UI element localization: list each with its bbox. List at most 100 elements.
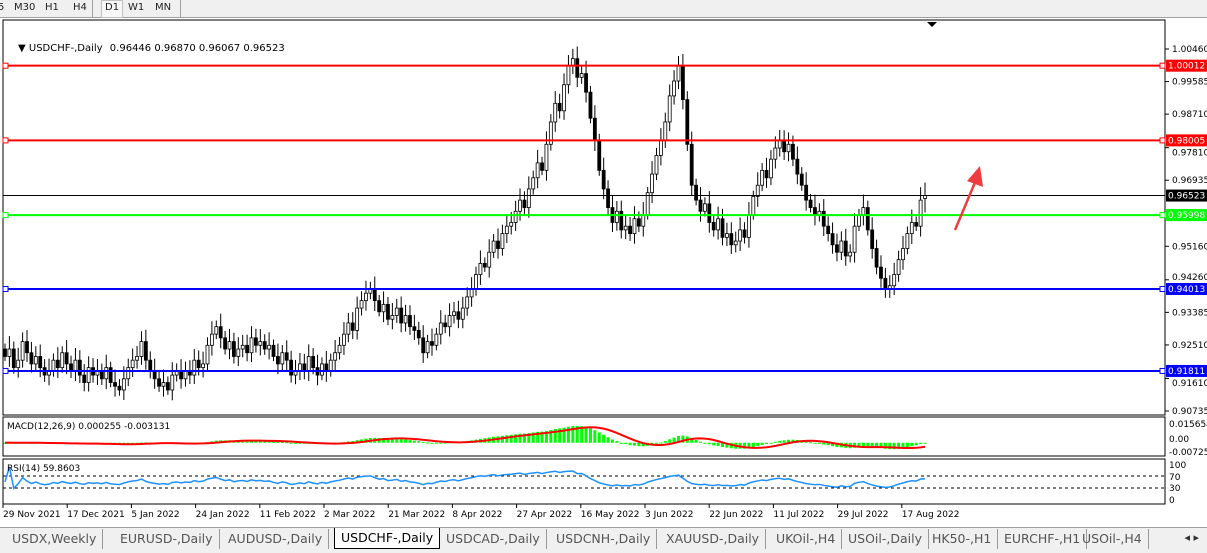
line-handle[interactable] xyxy=(2,212,9,219)
candle xyxy=(3,348,7,357)
macd-histogram-bar xyxy=(831,442,835,447)
macd-histogram-bar xyxy=(813,442,817,444)
chart-tab[interactable]: UKOil-,H4 xyxy=(770,529,843,549)
price-chart[interactable]: 1.00460 0.99585 0.98710 0.97810 0.96935 0.951… xyxy=(0,18,1207,527)
candle xyxy=(430,341,434,346)
macd-histogram-bar xyxy=(434,442,438,444)
candle xyxy=(381,303,386,313)
x-tick-label: 3 Jun 2022 xyxy=(645,510,693,520)
timeframe-D1[interactable]: D1 xyxy=(101,0,124,18)
macd-histogram-bar xyxy=(382,438,386,443)
line-handle[interactable] xyxy=(2,367,9,374)
candle xyxy=(879,266,883,279)
candle xyxy=(513,210,518,223)
collapse-triangle-icon[interactable]: ▼ xyxy=(18,43,26,54)
candle xyxy=(469,289,474,298)
candle xyxy=(773,147,778,160)
chart-tab[interactable]: EURUSD-,Daily xyxy=(114,529,220,549)
macd-histogram-bar xyxy=(822,442,826,445)
chart-title: ▼ USDCHF-,Daily 0.96446 0.96870 0.96067 … xyxy=(18,43,285,54)
macd-histogram-bar xyxy=(606,437,610,443)
candle xyxy=(698,199,703,212)
macd-histogram-bar xyxy=(566,426,570,443)
candle xyxy=(707,203,712,223)
candle xyxy=(729,233,734,246)
chart-window[interactable]: 1.00460 0.99585 0.98710 0.97810 0.96935 0.951… xyxy=(0,18,1207,527)
line-handle[interactable] xyxy=(1159,212,1166,219)
macd-histogram-bar xyxy=(782,440,786,443)
macd-histogram-bar xyxy=(527,433,531,443)
macd-histogram-bar xyxy=(725,442,729,448)
chart-tab[interactable]: AUDUSD-,Daily xyxy=(222,529,330,549)
chart-tab[interactable]: USDCHF-,Daily xyxy=(334,528,441,549)
candle xyxy=(183,370,188,380)
price-label: 1.00012 xyxy=(1168,62,1205,72)
timeframe-W1[interactable]: W1 xyxy=(128,2,145,13)
macd-histogram-bar xyxy=(584,426,588,443)
timeframe-H1[interactable]: H1 xyxy=(45,2,59,13)
macd-histogram-bar xyxy=(386,438,390,443)
macd-histogram-bar xyxy=(285,442,289,444)
line-handle[interactable] xyxy=(1159,367,1166,374)
candle xyxy=(667,95,672,123)
macd-label: MACD(12,26,9) 0.000255 -0.003131 xyxy=(7,422,170,432)
timeframe-MN[interactable]: MN xyxy=(155,2,172,13)
macd-histogram-bar xyxy=(751,442,755,448)
chart-tab[interactable]: USOil-,H4 xyxy=(1076,529,1149,549)
candle xyxy=(262,341,267,350)
chart-tab[interactable]: EURCHF-,H1 xyxy=(998,529,1088,549)
rsi-axis-label: 0 xyxy=(1169,496,1175,506)
candle xyxy=(179,370,183,380)
macd-histogram-bar xyxy=(760,442,764,445)
line-handle[interactable] xyxy=(1159,285,1166,292)
candle xyxy=(456,311,461,320)
candle xyxy=(522,199,527,208)
macd-histogram-bar xyxy=(571,425,575,443)
candle xyxy=(786,143,791,153)
candle xyxy=(694,184,699,201)
candle xyxy=(650,173,654,194)
macd-histogram-bar xyxy=(663,441,667,443)
chart-tab[interactable]: USDCAD-,Daily xyxy=(440,529,547,549)
timeframe-H4[interactable]: H4 xyxy=(73,2,87,13)
candle xyxy=(584,73,588,93)
candle xyxy=(901,248,905,261)
candle xyxy=(760,169,765,186)
chart-tab[interactable]: XAUUSD-,Daily xyxy=(660,529,767,549)
rsi-pane-frame xyxy=(2,458,1166,505)
macd-histogram-bar xyxy=(861,442,865,447)
candle xyxy=(465,296,470,309)
line-handle[interactable] xyxy=(1159,62,1166,69)
chart-tab[interactable]: USOil-,Daily xyxy=(842,529,929,549)
chart-tab[interactable]: HK50-,H1 xyxy=(926,529,999,549)
timeframe-5[interactable]: 5 xyxy=(0,2,5,13)
macd-histogram-bar xyxy=(809,442,813,444)
candle xyxy=(614,210,619,223)
macd-histogram-bar xyxy=(346,441,350,443)
candle xyxy=(769,158,773,179)
macd-histogram-bar xyxy=(769,442,773,444)
candle xyxy=(865,207,870,231)
line-handle[interactable] xyxy=(2,137,9,144)
macd-histogram-bar xyxy=(699,441,703,443)
candle xyxy=(55,359,60,369)
candle xyxy=(20,341,25,361)
candle xyxy=(566,65,571,86)
macd-histogram-bar xyxy=(703,442,707,444)
candle xyxy=(280,352,285,365)
macd-histogram-bar xyxy=(897,442,901,449)
chart-tab[interactable]: USDCNH-,Daily xyxy=(550,529,658,549)
candle xyxy=(711,222,716,231)
y-tick-label: 0.96935 xyxy=(1172,176,1207,186)
line-handle[interactable] xyxy=(1159,137,1166,144)
line-handle[interactable] xyxy=(2,285,9,292)
price-label: 0.94013 xyxy=(1168,285,1205,295)
timeframe-M30[interactable]: M30 xyxy=(14,2,36,13)
line-handle[interactable] xyxy=(2,62,9,69)
macd-histogram-bar xyxy=(514,434,518,443)
price-label: 0.98005 xyxy=(1168,136,1205,146)
macd-histogram-bar xyxy=(443,442,447,444)
chart-tab[interactable]: USDX,Weekly xyxy=(6,529,104,549)
tab-scroll-arrows-icon[interactable]: ◂ ▸ xyxy=(1184,531,1199,544)
candle xyxy=(7,348,12,357)
